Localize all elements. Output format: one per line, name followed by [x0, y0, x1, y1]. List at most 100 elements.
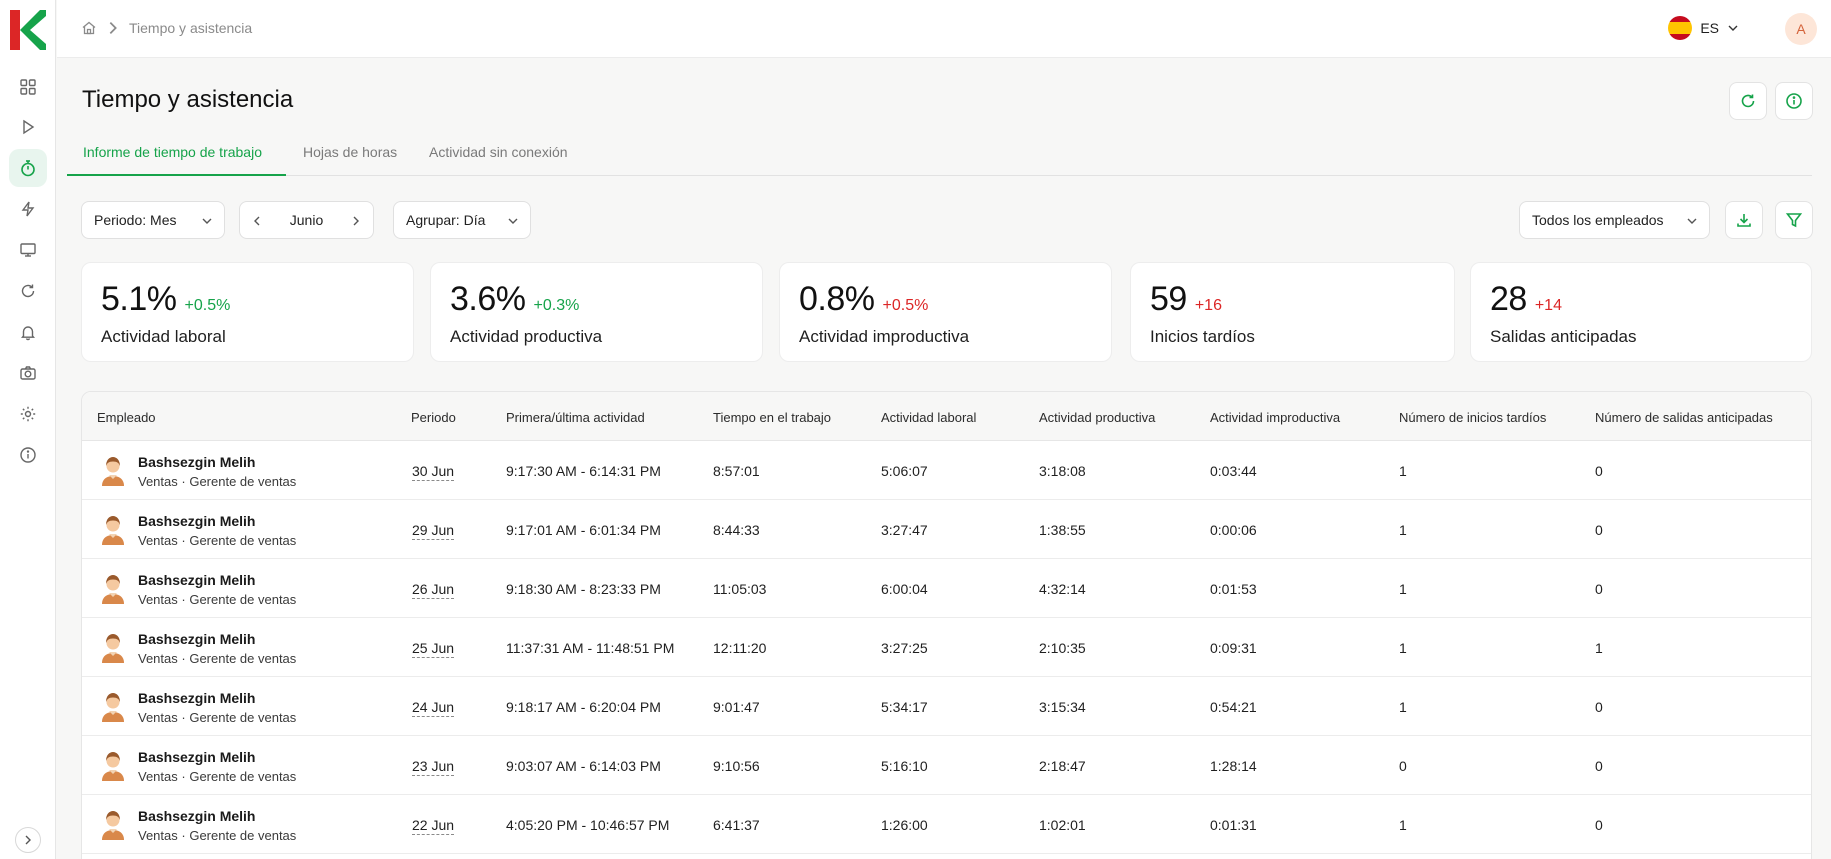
page-title: Tiempo y asistencia [82, 86, 294, 113]
sidebar-item-monitor[interactable] [9, 231, 47, 269]
period-select[interactable]: Periodo: Mes [81, 201, 225, 239]
late-starts-cell: 1 [1399, 699, 1407, 715]
spain-flag-icon [1668, 16, 1693, 40]
language-selector[interactable]: ES [1668, 16, 1739, 40]
employee-name[interactable]: Bashsezgin Melih [138, 454, 256, 470]
user-avatar[interactable]: A [1785, 13, 1817, 45]
column-header-time-at-work[interactable]: Tiempo en el trabajo [713, 410, 832, 425]
stat-card-unproductive-activity: 0.8% +0.5% Actividad improductiva [779, 262, 1112, 362]
period-date-cell[interactable]: 25 Jun [412, 640, 455, 658]
breadcrumb: Tiempo y asistencia [81, 20, 252, 36]
tab-timesheets[interactable]: Hojas de horas [303, 144, 398, 160]
employee-role: Gerente de ventas [189, 651, 297, 666]
sidebar-expand-button[interactable] [15, 827, 41, 853]
employee-name[interactable]: Bashsezgin Melih [138, 572, 256, 588]
stat-delta: +14 [1534, 297, 1562, 314]
column-header-period[interactable]: Periodo [411, 410, 456, 425]
time-at-work-cell: 6:41:37 [713, 817, 760, 833]
column-header-work-activity[interactable]: Actividad laboral [881, 410, 977, 425]
productive-activity-cell: 3:15:34 [1039, 699, 1086, 715]
time-at-work-cell: 9:01:47 [713, 699, 760, 715]
group-select[interactable]: Agrupar: Día [393, 201, 531, 239]
employee-department: Ventas [138, 651, 178, 666]
tabs: Informe de tiempo de trabajo Hojas de ho… [67, 130, 1812, 176]
period-date-cell[interactable]: 26 Jun [412, 581, 455, 599]
refresh-button[interactable] [1729, 82, 1767, 120]
employee-department-role: Ventas · Gerente de ventas [138, 769, 296, 784]
sidebar-item-screenshots[interactable] [9, 354, 47, 392]
table-row[interactable]: Bashsezgin Melih Ventas · Gerente de vent… [82, 441, 1811, 500]
first-last-activity-cell: 9:18:17 AM - 6:20:04 PM [506, 699, 661, 715]
late-starts-cell: 1 [1399, 522, 1407, 538]
column-header-employee[interactable]: Empleado [97, 410, 156, 425]
unproductive-activity-cell: 1:28:14 [1210, 758, 1257, 774]
employee-department: Ventas [138, 474, 178, 489]
early-leaves-cell: 0 [1595, 463, 1603, 479]
table-header: Empleado Periodo Primera/última activida… [82, 392, 1811, 441]
table-row[interactable]: Bashsezgin Melih Ventas · Gerente de vent… [82, 795, 1811, 854]
employee-role: Gerente de ventas [189, 769, 297, 784]
sidebar-item-settings[interactable] [9, 395, 47, 433]
filter-button[interactable] [1775, 201, 1813, 239]
chevron-left-icon[interactable] [250, 214, 264, 228]
time-at-work-cell: 9:10:56 [713, 758, 760, 774]
employee-name[interactable]: Bashsezgin Melih [138, 690, 256, 706]
chevron-down-icon [1687, 218, 1697, 224]
chevron-right-icon[interactable] [349, 214, 363, 228]
tab-offline-activity[interactable]: Actividad sin conexión [429, 144, 568, 160]
sidebar-item-activity[interactable] [9, 190, 47, 228]
period-select-value: Periodo: Mes [94, 212, 177, 228]
table-row[interactable]: Bashsezgin Melih Ventas · Gerente de vent… [82, 500, 1811, 559]
sidebar-item-time-attendance[interactable] [9, 149, 47, 187]
stat-card-work-activity: 5.1% +0.5% Actividad laboral [81, 262, 414, 362]
stat-label: Actividad productiva [450, 327, 603, 346]
stat-value: 5.1% +0.5% [101, 280, 230, 319]
table-row[interactable]: Bashsezgin Melih Ventas · Gerente de vent… [82, 618, 1811, 677]
employee-department-role: Ventas · Gerente de ventas [138, 474, 296, 489]
employee-department-role: Ventas · Gerente de ventas [138, 828, 296, 843]
period-date-cell[interactable]: 30 Jun [412, 463, 455, 481]
download-button[interactable] [1725, 201, 1763, 239]
employee-name[interactable]: Bashsezgin Melih [138, 513, 256, 529]
sidebar-item-dashboard[interactable] [9, 68, 47, 106]
info-button[interactable] [1775, 82, 1813, 120]
employees-select[interactable]: Todos los empleados [1519, 201, 1710, 239]
period-date-cell[interactable]: 29 Jun [412, 522, 455, 540]
table-row[interactable]: Bashsezgin Melih Ventas · Gerente de vent… [82, 736, 1811, 795]
column-header-early-leaves[interactable]: Número de salidas anticipadas [1595, 410, 1773, 425]
bell-icon [21, 326, 35, 341]
separator-dot: · [177, 710, 190, 725]
period-date-cell[interactable]: 24 Jun [412, 699, 455, 717]
tab-work-time-report[interactable]: Informe de tiempo de trabajo [83, 144, 262, 160]
employee-department: Ventas [138, 533, 178, 548]
sidebar-item-play[interactable] [9, 108, 47, 146]
employee-name[interactable]: Bashsezgin Melih [138, 749, 256, 765]
column-header-first-last-activity[interactable]: Primera/última actividad [506, 410, 645, 425]
work-activity-cell: 5:34:17 [881, 699, 928, 715]
monitor-icon [20, 243, 36, 257]
time-at-work-cell: 8:57:01 [713, 463, 760, 479]
table-row[interactable]: Bashsezgin Melih Ventas · Gerente de vent… [82, 677, 1811, 736]
work-activity-cell: 5:06:07 [881, 463, 928, 479]
column-header-unproductive-activity[interactable]: Actividad improductiva [1210, 410, 1341, 425]
sidebar-item-sync[interactable] [9, 272, 47, 310]
late-starts-cell: 0 [1399, 758, 1407, 774]
unproductive-activity-cell: 0:09:31 [1210, 640, 1257, 656]
period-date-cell[interactable]: 23 Jun [412, 758, 455, 776]
employee-name[interactable]: Bashsezgin Melih [138, 808, 256, 824]
column-header-productive-activity[interactable]: Actividad productiva [1039, 410, 1156, 425]
separator-dot: · [177, 828, 190, 843]
column-header-late-starts[interactable]: Número de inicios tardíos [1399, 410, 1547, 425]
k-logo[interactable] [10, 10, 46, 50]
home-icon[interactable] [81, 20, 97, 36]
sidebar-item-notifications[interactable] [9, 313, 47, 351]
period-date-cell[interactable]: 22 Jun [412, 817, 455, 835]
topbar: Tiempo y asistencia ES A [57, 0, 1831, 58]
employee-department-role: Ventas · Gerente de ventas [138, 710, 296, 725]
late-starts-cell: 1 [1399, 817, 1407, 833]
unproductive-activity-cell: 0:01:31 [1210, 817, 1257, 833]
table-row[interactable]: Bashsezgin Melih Ventas · Gerente de vent… [82, 559, 1811, 618]
employee-name[interactable]: Bashsezgin Melih [138, 631, 256, 647]
sidebar-item-info[interactable] [9, 436, 47, 474]
chevron-right-icon [109, 22, 117, 34]
